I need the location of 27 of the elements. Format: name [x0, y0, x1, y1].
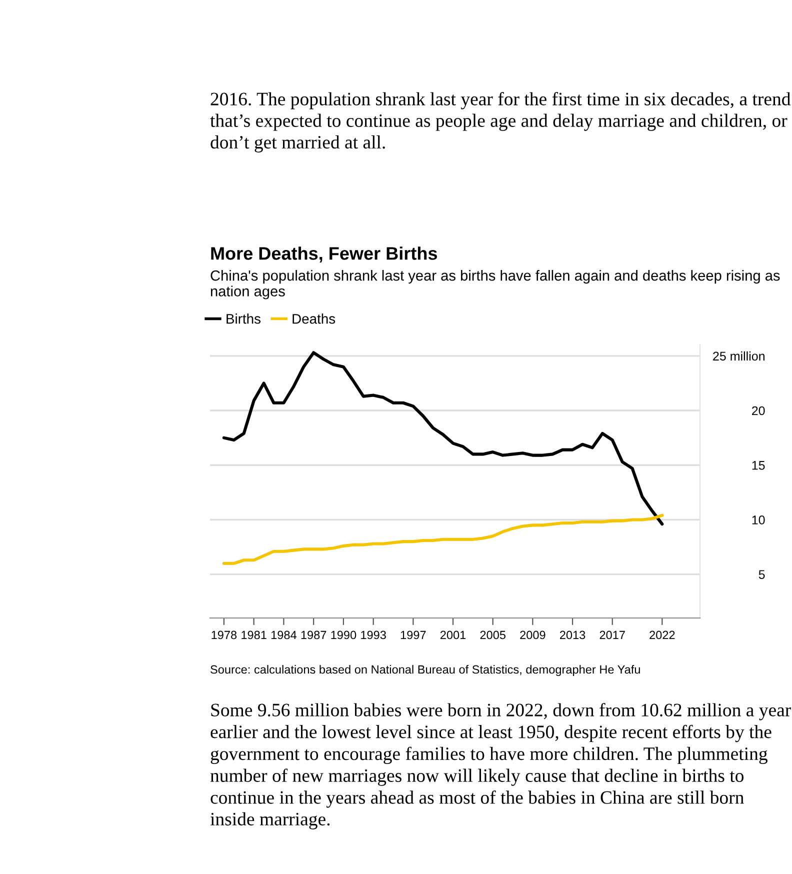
y-tick-label: 5: [758, 570, 765, 579]
y-tick-label: 15: [752, 461, 765, 470]
x-tick-label: 1984: [271, 630, 296, 640]
x-tick-label: 2022: [650, 630, 675, 640]
x-tick-label: 1997: [400, 630, 426, 640]
x-tick-label: 1978: [212, 630, 237, 640]
y-tick-label: 20: [752, 406, 765, 416]
y-tick-label: 10: [752, 516, 765, 524]
x-tick-label: 2009: [520, 630, 546, 640]
chart-subtitle: China's population shrank last year as births have fallen again and deaths keep rising as nation ages: [210, 270, 780, 300]
y-tick-label: 25 million: [713, 351, 764, 361]
legend-label: Births: [226, 314, 260, 324]
x-tick-label: 1981: [242, 630, 266, 640]
x-tick-label: 1993: [361, 630, 386, 640]
x-tick-label: 1990: [331, 630, 356, 640]
text: Some 9.56 million babies were born in 2022, down from 10.62 million a year earlier and the lowest level since at least 1950, despite recent efforts by the government to encourage families to have more children. The plummeting number of new marriages now will likely cause that decline in births to continue in the years ahead as most of the babies in China are still born inside marriage.: [210, 703, 791, 830]
x-tick-label: 2017: [600, 630, 625, 640]
x-tick-label: 2001: [440, 630, 466, 640]
line-series: [222, 351, 664, 526]
chart-title: More Deaths, Fewer Births: [211, 246, 438, 262]
x-tick-label: 2005: [480, 630, 506, 640]
legend-label: Deaths: [292, 314, 336, 324]
line-series: [222, 514, 664, 565]
x-tick-label: 2013: [560, 630, 586, 640]
source-note: Source: calculations based on National Bureau of Statistics, demographer He Yafu: [210, 665, 640, 676]
text: 2016. The population shrank last year for the first time in six decades, a trend that’s expected to continue as people age and delay marriage and children, or don’t get married at all.: [210, 92, 791, 152]
x-tick-label: 1987: [301, 630, 326, 640]
